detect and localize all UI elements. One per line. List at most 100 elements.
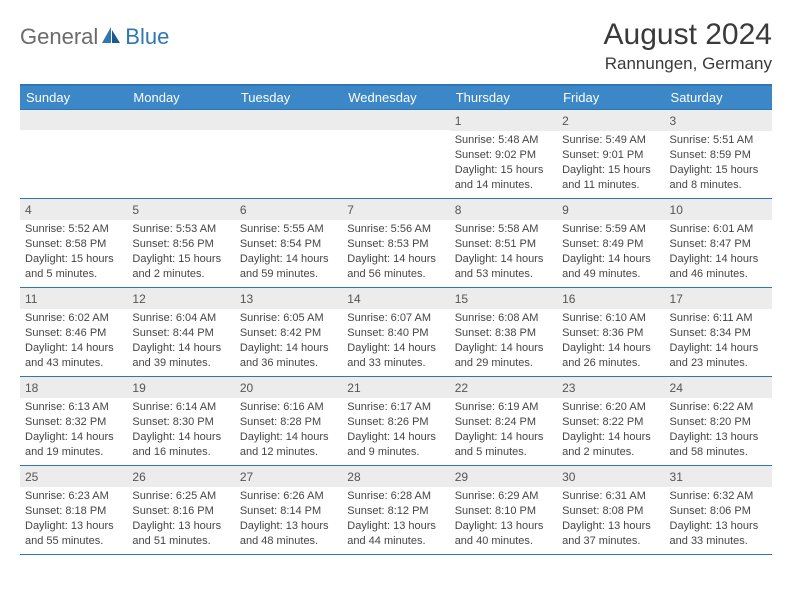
day-details: Sunrise: 6:19 AMSunset: 8:24 PMDaylight:… — [450, 398, 557, 463]
day-cell: 2Sunrise: 5:49 AMSunset: 9:01 PMDaylight… — [557, 110, 664, 198]
day-number: 20 — [235, 377, 342, 398]
day-details: Sunrise: 6:02 AMSunset: 8:46 PMDaylight:… — [20, 309, 127, 374]
daylight-text: Daylight: 15 hours and 2 minutes. — [132, 252, 229, 282]
logo: General Blue — [20, 18, 169, 50]
weekday-header: Tuesday — [235, 86, 342, 109]
month-title: August 2024 — [604, 18, 772, 52]
sunrise-text: Sunrise: 6:13 AM — [25, 400, 122, 415]
day-cell: 11Sunrise: 6:02 AMSunset: 8:46 PMDayligh… — [20, 288, 127, 376]
day-details: Sunrise: 5:48 AMSunset: 9:02 PMDaylight:… — [450, 131, 557, 196]
day-number: 29 — [450, 466, 557, 487]
sunset-text: Sunset: 8:08 PM — [562, 504, 659, 519]
day-number: 15 — [450, 288, 557, 309]
day-details: Sunrise: 6:31 AMSunset: 8:08 PMDaylight:… — [557, 487, 664, 552]
week-row: 4Sunrise: 5:52 AMSunset: 8:58 PMDaylight… — [20, 198, 772, 287]
day-number: 28 — [342, 466, 449, 487]
sunrise-text: Sunrise: 6:26 AM — [240, 489, 337, 504]
sunset-text: Sunset: 8:20 PM — [670, 415, 767, 430]
day-cell — [235, 110, 342, 198]
daylight-text: Daylight: 14 hours and 12 minutes. — [240, 430, 337, 460]
day-details: Sunrise: 5:59 AMSunset: 8:49 PMDaylight:… — [557, 220, 664, 285]
logo-sail-icon — [101, 26, 121, 49]
day-cell: 7Sunrise: 5:56 AMSunset: 8:53 PMDaylight… — [342, 199, 449, 287]
day-cell: 16Sunrise: 6:10 AMSunset: 8:36 PMDayligh… — [557, 288, 664, 376]
day-number: 25 — [20, 466, 127, 487]
day-number — [235, 110, 342, 130]
day-number: 12 — [127, 288, 234, 309]
week-row: 25Sunrise: 6:23 AMSunset: 8:18 PMDayligh… — [20, 465, 772, 555]
daylight-text: Daylight: 13 hours and 44 minutes. — [347, 519, 444, 549]
day-cell — [127, 110, 234, 198]
daylight-text: Daylight: 15 hours and 5 minutes. — [25, 252, 122, 282]
daylight-text: Daylight: 13 hours and 40 minutes. — [455, 519, 552, 549]
day-details: Sunrise: 6:20 AMSunset: 8:22 PMDaylight:… — [557, 398, 664, 463]
sunrise-text: Sunrise: 6:01 AM — [670, 222, 767, 237]
day-details: Sunrise: 5:55 AMSunset: 8:54 PMDaylight:… — [235, 220, 342, 285]
weekday-header: Wednesday — [342, 86, 449, 109]
sunrise-text: Sunrise: 6:32 AM — [670, 489, 767, 504]
sunrise-text: Sunrise: 5:55 AM — [240, 222, 337, 237]
day-cell: 4Sunrise: 5:52 AMSunset: 8:58 PMDaylight… — [20, 199, 127, 287]
day-details: Sunrise: 6:08 AMSunset: 8:38 PMDaylight:… — [450, 309, 557, 374]
day-cell: 30Sunrise: 6:31 AMSunset: 8:08 PMDayligh… — [557, 466, 664, 554]
weekday-header: Friday — [557, 86, 664, 109]
logo-text-general: General — [20, 24, 98, 50]
sunset-text: Sunset: 8:30 PM — [132, 415, 229, 430]
day-details: Sunrise: 6:22 AMSunset: 8:20 PMDaylight:… — [665, 398, 772, 463]
sunset-text: Sunset: 8:26 PM — [347, 415, 444, 430]
sunset-text: Sunset: 8:40 PM — [347, 326, 444, 341]
day-cell: 26Sunrise: 6:25 AMSunset: 8:16 PMDayligh… — [127, 466, 234, 554]
sunset-text: Sunset: 8:34 PM — [670, 326, 767, 341]
sunset-text: Sunset: 8:38 PM — [455, 326, 552, 341]
sunset-text: Sunset: 8:14 PM — [240, 504, 337, 519]
sunrise-text: Sunrise: 6:10 AM — [562, 311, 659, 326]
day-details: Sunrise: 6:29 AMSunset: 8:10 PMDaylight:… — [450, 487, 557, 552]
sunrise-text: Sunrise: 6:16 AM — [240, 400, 337, 415]
day-cell: 29Sunrise: 6:29 AMSunset: 8:10 PMDayligh… — [450, 466, 557, 554]
sunset-text: Sunset: 9:02 PM — [455, 148, 552, 163]
sunrise-text: Sunrise: 6:14 AM — [132, 400, 229, 415]
daylight-text: Daylight: 13 hours and 51 minutes. — [132, 519, 229, 549]
sunrise-text: Sunrise: 6:11 AM — [670, 311, 767, 326]
sunrise-text: Sunrise: 6:04 AM — [132, 311, 229, 326]
daylight-text: Daylight: 13 hours and 58 minutes. — [670, 430, 767, 460]
daylight-text: Daylight: 14 hours and 29 minutes. — [455, 341, 552, 371]
daylight-text: Daylight: 14 hours and 59 minutes. — [240, 252, 337, 282]
day-cell: 28Sunrise: 6:28 AMSunset: 8:12 PMDayligh… — [342, 466, 449, 554]
day-cell: 25Sunrise: 6:23 AMSunset: 8:18 PMDayligh… — [20, 466, 127, 554]
day-cell: 5 Sunrise: 5:53 AMSunset: 8:56 PMDaylight… — [127, 199, 234, 287]
day-number: 27 — [235, 466, 342, 487]
day-cell: 6Sunrise: 5:55 AMSunset: 8:54 PMDaylight… — [235, 199, 342, 287]
daylight-text: Daylight: 14 hours and 33 minutes. — [347, 341, 444, 371]
sunset-text: Sunset: 8:22 PM — [562, 415, 659, 430]
sunset-text: Sunset: 8:42 PM — [240, 326, 337, 341]
week-row: 11Sunrise: 6:02 AMSunset: 8:46 PMDayligh… — [20, 287, 772, 376]
day-cell — [342, 110, 449, 198]
day-number: 18 — [20, 377, 127, 398]
day-details: Sunrise: 5:56 AMSunset: 8:53 PMDaylight:… — [342, 220, 449, 285]
sunrise-text: Sunrise: 6:23 AM — [25, 489, 122, 504]
sunset-text: Sunset: 8:56 PM — [132, 237, 229, 252]
sunrise-text: Sunrise: 5:53 AM — [132, 222, 229, 237]
day-details: Sunrise: 6:14 AMSunset: 8:30 PMDaylight:… — [127, 398, 234, 463]
calendar: SundayMondayTuesdayWednesdayThursdayFrid… — [20, 84, 772, 555]
week-row: 1Sunrise: 5:48 AMSunset: 9:02 PMDaylight… — [20, 109, 772, 198]
day-number: 5 — [127, 199, 234, 220]
day-cell: 31 Sunrise: 6:32 AMSunset: 8:06 PMDayligh… — [665, 466, 772, 554]
daylight-text: Daylight: 14 hours and 23 minutes. — [670, 341, 767, 371]
sunset-text: Sunset: 8:46 PM — [25, 326, 122, 341]
day-number: 4 — [20, 199, 127, 220]
daylight-text: Daylight: 13 hours and 33 minutes. — [670, 519, 767, 549]
day-details: Sunrise: 6:04 AMSunset: 8:44 PMDaylight:… — [127, 309, 234, 374]
sunrise-text: Sunrise: 6:29 AM — [455, 489, 552, 504]
day-number — [20, 110, 127, 130]
day-cell: 24Sunrise: 6:22 AMSunset: 8:20 PMDayligh… — [665, 377, 772, 465]
day-number: 8 — [450, 199, 557, 220]
day-number: 26 — [127, 466, 234, 487]
sunset-text: Sunset: 8:47 PM — [670, 237, 767, 252]
day-number: 31 — [665, 466, 772, 487]
daylight-text: Daylight: 14 hours and 53 minutes. — [455, 252, 552, 282]
day-cell: 18Sunrise: 6:13 AMSunset: 8:32 PMDayligh… — [20, 377, 127, 465]
sunset-text: Sunset: 8:06 PM — [670, 504, 767, 519]
sunset-text: Sunset: 8:12 PM — [347, 504, 444, 519]
